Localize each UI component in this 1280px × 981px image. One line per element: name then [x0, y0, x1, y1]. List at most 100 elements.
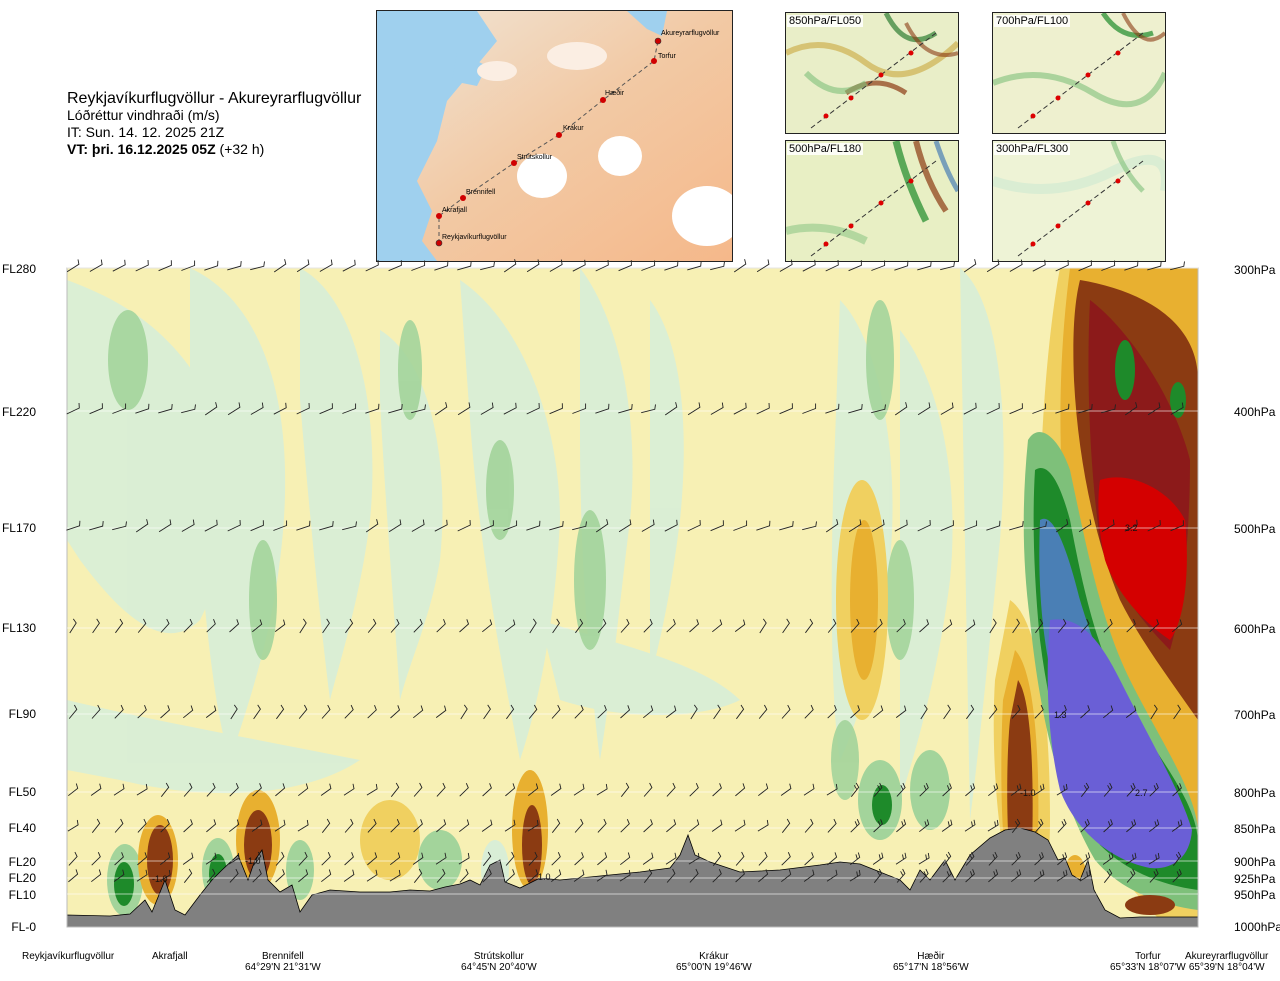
wind-barb — [412, 852, 424, 865]
wind-barb — [274, 819, 286, 832]
wind-barb — [1055, 403, 1070, 414]
wind-barb — [114, 852, 124, 866]
wind-barb — [597, 852, 608, 866]
wind-barb — [436, 619, 446, 633]
wind-barb — [756, 402, 770, 415]
wind-barb — [66, 259, 80, 273]
wind-barb — [229, 819, 240, 833]
pressure-gridlines — [67, 267, 1198, 895]
wind-barb — [115, 618, 124, 634]
wind-barb — [367, 818, 377, 833]
wind-barb — [826, 783, 838, 796]
wind-barb — [1035, 618, 1044, 634]
wind-barb — [871, 404, 886, 414]
wind-barb — [413, 618, 423, 633]
wind-barb — [322, 618, 330, 634]
wind-barb — [229, 619, 240, 633]
wind-barb — [159, 869, 171, 882]
wind-barb — [756, 259, 770, 273]
wind-barb — [666, 782, 676, 797]
wind-barb — [1172, 869, 1182, 883]
location-akrafjall: Akrafjall — [152, 951, 188, 962]
wind-barb — [1102, 852, 1114, 865]
wind-barb — [549, 403, 563, 415]
wind-barb — [620, 782, 630, 797]
wind-barb — [413, 868, 423, 883]
wind-barb — [687, 402, 701, 416]
wind-barb — [1126, 868, 1136, 883]
wind-barb — [181, 260, 196, 271]
wind-barb — [1149, 819, 1160, 833]
wind-barb — [941, 819, 953, 832]
wind-barb — [688, 852, 700, 865]
wind-barb — [758, 704, 768, 719]
wind-barb — [411, 404, 426, 414]
wind-barb — [250, 261, 265, 271]
wind-barb — [457, 519, 471, 532]
annotation-7: 2.7 — [1135, 788, 1148, 798]
wind-barb — [550, 783, 562, 796]
location-akureyri: Akureyrarflugvöllur 65°39'N 18°04'W — [1185, 951, 1268, 973]
wind-barb — [551, 818, 561, 833]
wind-barb — [68, 851, 78, 866]
wind-barb — [1103, 618, 1113, 633]
wind-barb — [411, 260, 426, 271]
wind-barb — [388, 519, 402, 533]
chart-header: Reykjavíkurflugvöllur - Akureyrarflugvöl… — [67, 90, 361, 158]
wind-barb — [735, 869, 745, 883]
wind-barb — [503, 520, 518, 531]
wind-barb — [689, 783, 699, 797]
wind-barb — [782, 618, 790, 634]
wind-barb — [988, 783, 999, 797]
wind-barb — [458, 852, 470, 865]
wind-barb — [482, 851, 492, 866]
wind-barb — [273, 259, 287, 273]
wind-barb — [689, 619, 700, 633]
map-label-strutskollur: Strútskollur — [517, 154, 553, 161]
wind-barb — [665, 705, 677, 718]
wind-barb — [160, 705, 171, 719]
wind-barb — [1057, 852, 1068, 866]
wind-barb — [664, 402, 678, 416]
annotation-3: 1.0 — [538, 872, 551, 882]
wind-barb — [252, 783, 262, 797]
wind-barb — [1149, 868, 1159, 883]
wind-barb — [1124, 402, 1138, 416]
wind-barb — [89, 403, 103, 415]
p-label-925: 925hPa — [1234, 872, 1276, 886]
wind-barb — [137, 818, 147, 833]
wind-barb — [344, 852, 354, 866]
wind-barb — [460, 704, 468, 720]
wind-barb — [1172, 619, 1183, 633]
wind-barb — [528, 869, 539, 883]
wind-barb — [137, 852, 148, 866]
wind-barb — [1101, 404, 1116, 414]
wind-barb — [736, 704, 745, 720]
wind-barb — [964, 819, 976, 832]
wind-barb — [1149, 783, 1159, 797]
wind-barb — [114, 704, 124, 719]
wind-barb — [321, 869, 332, 883]
location-strutskollur: Strútskollur 64°45'N 20°40'W — [461, 951, 537, 973]
wind-barb — [158, 519, 172, 533]
wind-barb — [528, 851, 538, 866]
wind-barb — [1150, 704, 1158, 720]
wind-barb — [551, 869, 562, 883]
wind-barb — [482, 783, 492, 797]
wind-barb — [68, 783, 79, 797]
map-label-akureyri: Akureyrarflugvöllur — [661, 30, 720, 37]
wind-barb — [827, 852, 838, 866]
wind-barb — [574, 852, 584, 866]
wind-barb — [91, 818, 101, 833]
wind-barb — [160, 819, 170, 833]
wind-barb — [92, 618, 100, 634]
wind-barb — [940, 261, 955, 271]
wind-barb — [620, 705, 631, 719]
p-label-700: 700hPa — [1234, 708, 1276, 722]
wind-barb — [320, 783, 332, 796]
wind-barb — [825, 403, 840, 414]
wind-barb — [390, 852, 401, 866]
wind-barb — [321, 818, 331, 833]
location-name: Akrafjall — [152, 951, 188, 962]
wind-barb — [506, 704, 515, 720]
